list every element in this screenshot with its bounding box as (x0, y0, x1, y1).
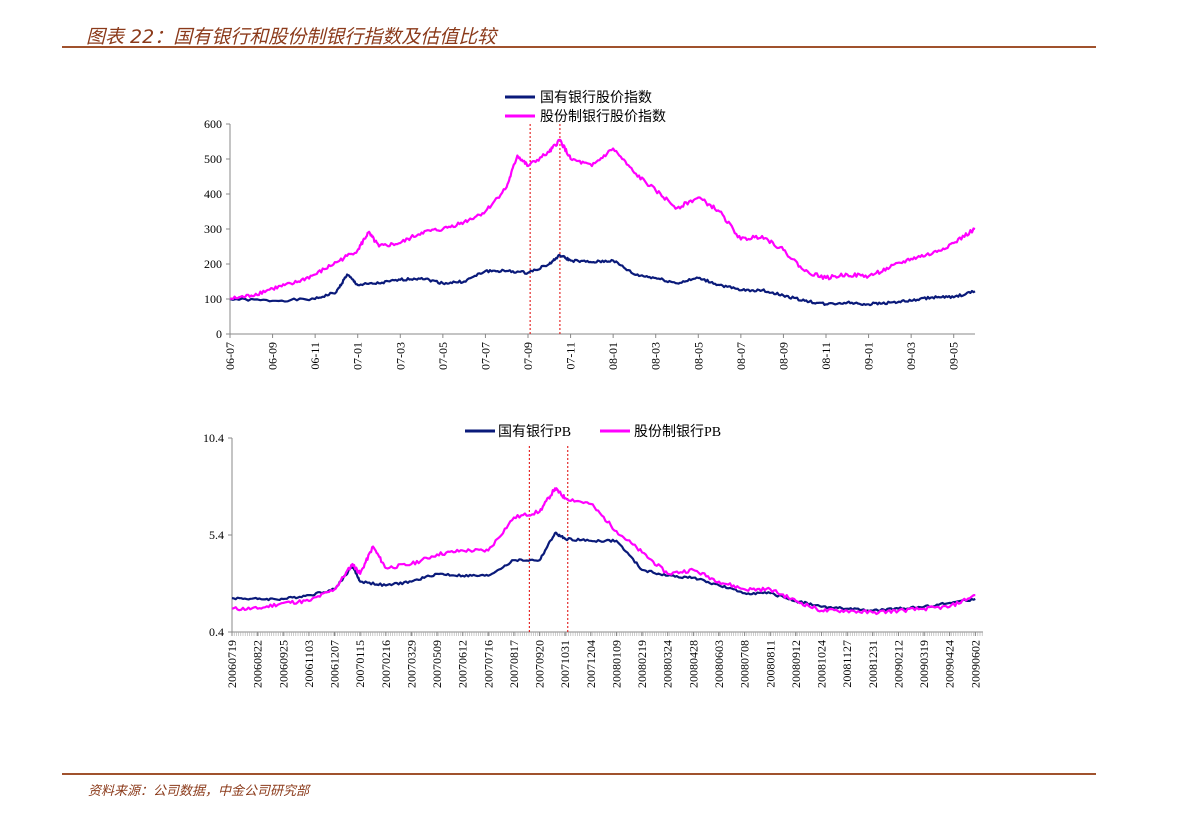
y-tick-label: 0 (216, 327, 222, 341)
pb-chart: 国有银行PB 股份制银行PB 0.4 5.4 10.4 20060719 2006082… (203, 424, 983, 688)
x-tick-label: 08-07 (734, 342, 748, 370)
x-tick-label: 08-03 (649, 342, 663, 370)
y-tick-label: 600 (204, 117, 222, 131)
x-tick-label: 20090319 (917, 640, 931, 688)
x-tick-label: 09-01 (862, 342, 876, 370)
y-tick-label: 200 (204, 257, 222, 271)
y-tick-label: 300 (204, 222, 222, 236)
x-tick-label: 20060822 (251, 640, 265, 688)
series-line-joint-stock-banks (231, 487, 976, 616)
legend: 国有银行股价指数 股份制银行股价指数 (505, 90, 666, 125)
legend-label: 国有银行股价指数 (540, 90, 652, 106)
x-tick-label: 08-01 (606, 342, 620, 370)
x-tick-label: 20070216 (379, 640, 393, 688)
x-tick-label: 07-01 (351, 342, 365, 370)
x-tick-label: 20070509 (430, 640, 444, 688)
x-tick-label: 09-03 (904, 342, 918, 370)
x-tick-label: 20080109 (609, 640, 623, 688)
index-chart: 国有银行股价指数 股份制银行股价指数 0 100 200 300 400 500 600 06… (204, 90, 976, 370)
x-tick-label: 20070716 (481, 640, 495, 688)
x-tick-label: 06-07 (223, 342, 237, 370)
x-tick-label: 20080708 (738, 640, 752, 688)
x-tick-label: 09-05 (947, 342, 961, 370)
footer-rule (62, 773, 1096, 775)
x-tick-label: 20070817 (507, 640, 521, 688)
x-tick-label: 07-07 (478, 342, 492, 370)
x-tick-label: 07-03 (393, 342, 407, 370)
y-tick-label: 100 (204, 292, 222, 306)
x-tick-label: 20080811 (763, 640, 777, 688)
source-note: 资料来源：公司数据，中金公司研究部 (88, 784, 310, 799)
x-tick-label: 20080603 (712, 640, 726, 688)
y-tick-label: 0.4 (209, 625, 224, 639)
x-tick-label: 20090424 (943, 640, 957, 688)
x-tick-label: 07-05 (436, 342, 450, 370)
x-tick-label: 08-09 (776, 342, 790, 370)
x-tick-label: 06-11 (308, 342, 322, 370)
legend-label: 股份制银行股价指数 (540, 109, 666, 125)
x-tick-label: 20071204 (584, 640, 598, 688)
series-line-joint-stock-banks (229, 138, 976, 301)
x-tick-label: 20070920 (533, 640, 547, 688)
figure-title: 图表 22：国有银行和股份制银行指数及估值比较 (86, 26, 497, 48)
legend: 国有银行PB 股份制银行PB (465, 424, 721, 440)
x-tick-label: 07-09 (521, 342, 535, 370)
y-tick-label: 5.4 (209, 528, 224, 542)
x-tick-label: 20081231 (866, 640, 880, 688)
x-tick-label: 20060719 (225, 640, 239, 688)
x-tick-label: 20080428 (686, 640, 700, 688)
y-tick-label: 10.4 (203, 431, 224, 445)
x-tick-label: 20060925 (276, 640, 290, 688)
x-tick-label: 20080912 (789, 640, 803, 688)
x-tick-label: 08-11 (819, 342, 833, 370)
x-tick-label: 07-11 (564, 342, 578, 370)
x-tick-label: 20070612 (456, 640, 470, 688)
x-tick-label: 20070115 (353, 640, 367, 688)
series-line-state-banks (229, 253, 976, 307)
x-tick-label: 20061207 (328, 640, 342, 688)
legend-label: 国有银行PB (498, 424, 571, 440)
x-tick-label: 20081127 (840, 640, 854, 688)
x-tick-label: 20061103 (302, 640, 316, 688)
series-line-state-banks (231, 531, 976, 613)
title-rule (62, 46, 1096, 48)
x-tick-label: 20070329 (404, 640, 418, 688)
x-tick-label: 20080219 (635, 640, 649, 688)
x-tick-label: 20090602 (968, 640, 982, 688)
x-tick-label: 20081024 (815, 640, 829, 688)
y-tick-label: 500 (204, 152, 222, 166)
x-tick-label: 20071031 (558, 640, 572, 688)
x-tick-label: 20080324 (661, 640, 675, 688)
x-tick-label: 20090212 (891, 640, 905, 688)
legend-label: 股份制银行PB (634, 424, 721, 440)
x-tick-label: 06-09 (266, 342, 280, 370)
x-tick-label: 08-05 (691, 342, 705, 370)
y-tick-label: 400 (204, 187, 222, 201)
